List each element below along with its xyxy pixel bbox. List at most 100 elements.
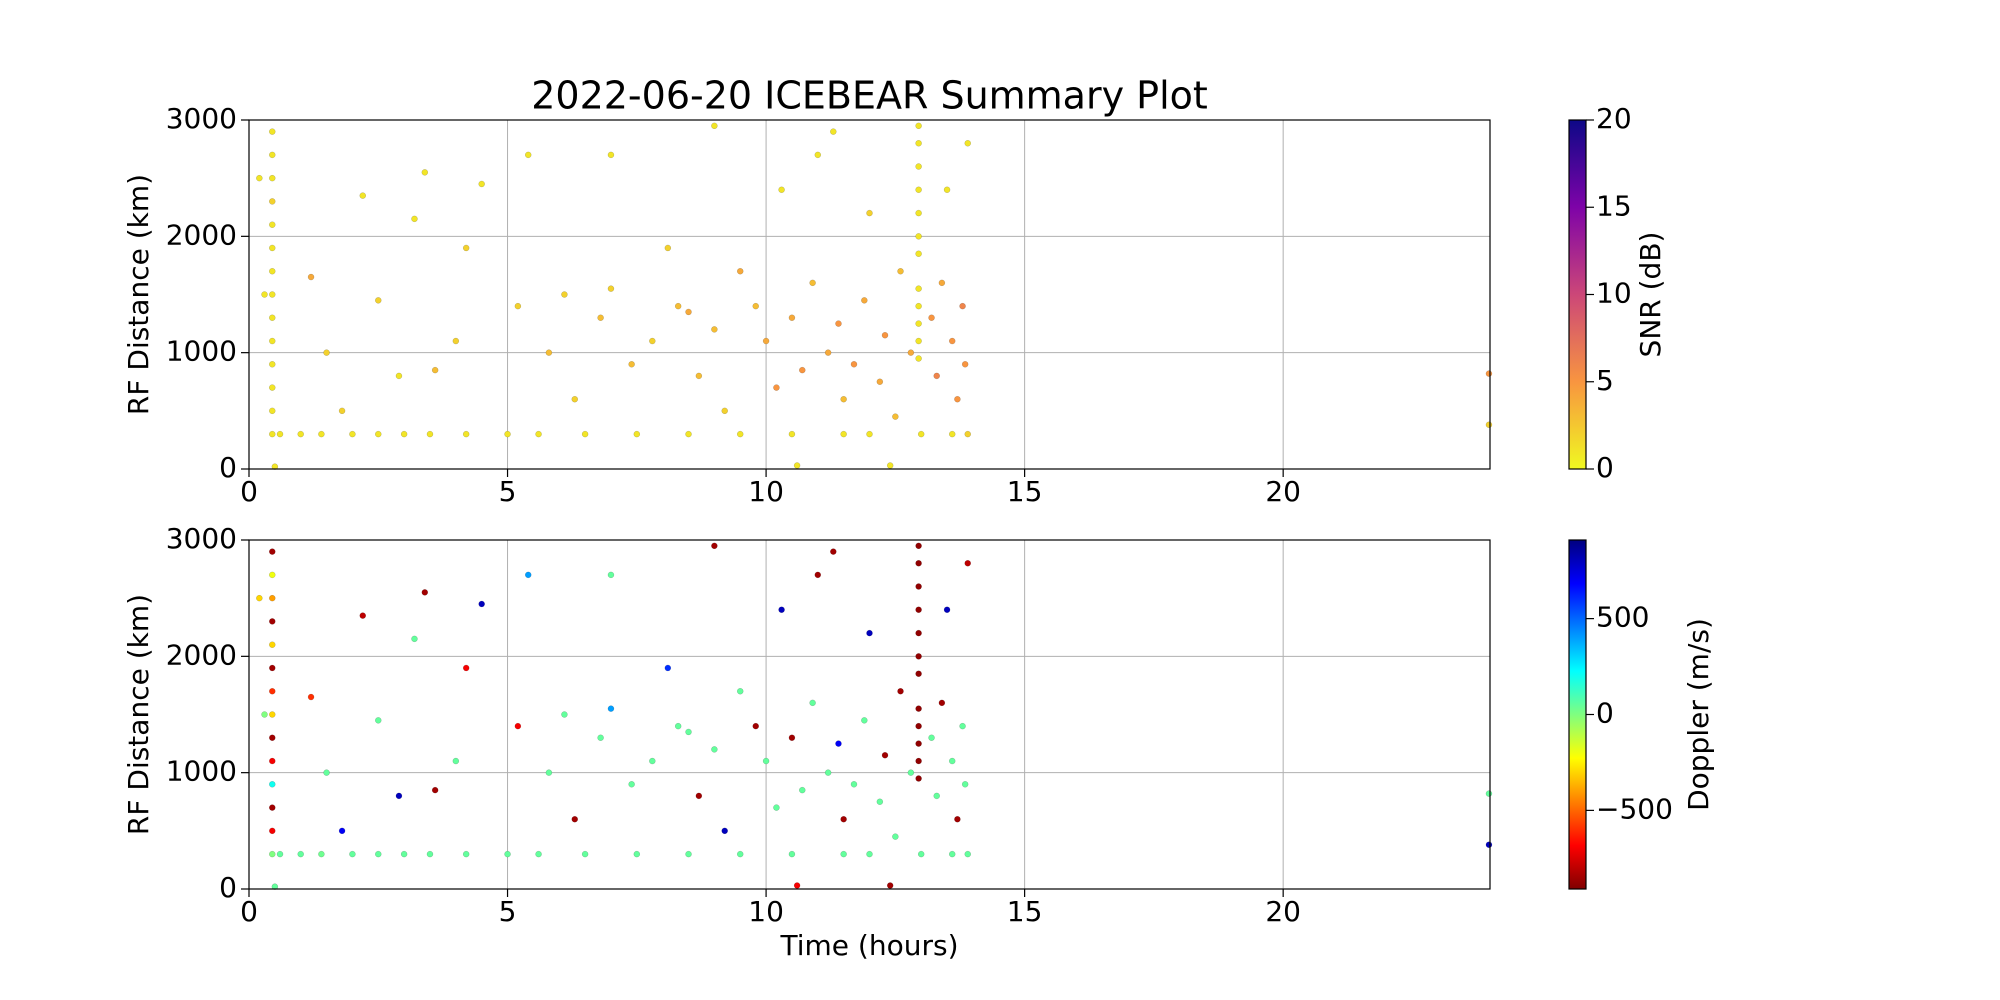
scatter-point bbox=[840, 395, 847, 403]
scatter-point bbox=[840, 430, 847, 438]
scatter-point bbox=[915, 209, 922, 217]
y-tick-label: 1000 bbox=[166, 335, 237, 368]
scatter-point bbox=[897, 687, 904, 695]
scatter-point bbox=[269, 571, 276, 579]
scatter-point bbox=[452, 757, 460, 765]
scatter-point bbox=[866, 209, 873, 217]
scatter-point bbox=[685, 430, 692, 438]
scatter-point bbox=[711, 326, 718, 333]
scatter-point bbox=[915, 705, 922, 712]
scatter-point bbox=[269, 430, 276, 438]
scatter-point bbox=[824, 769, 832, 776]
scatter-point bbox=[514, 722, 522, 730]
scatter-point bbox=[400, 430, 408, 438]
colorbar-tick-label: 5 bbox=[1596, 364, 1614, 397]
scatter-point bbox=[866, 850, 873, 858]
scatter-point bbox=[1485, 790, 1493, 797]
scatter-point bbox=[269, 221, 276, 228]
scatter-point bbox=[788, 850, 796, 858]
scatter-point bbox=[431, 786, 439, 794]
scatter-point bbox=[948, 430, 956, 438]
scatter-point bbox=[917, 850, 925, 858]
scatter-point bbox=[695, 792, 703, 800]
scatter-point bbox=[685, 850, 692, 858]
scatter-point bbox=[711, 542, 718, 550]
scatter-point bbox=[866, 629, 873, 637]
scatter-point bbox=[886, 462, 894, 469]
scatter-point bbox=[421, 589, 429, 596]
x-tick-label: 10 bbox=[748, 895, 784, 928]
scatter-point bbox=[773, 804, 780, 811]
scatter-point bbox=[597, 314, 604, 322]
scatter-point bbox=[561, 291, 568, 298]
plot-frame bbox=[248, 119, 1491, 470]
scatter-point bbox=[915, 560, 922, 567]
scatter-point bbox=[778, 186, 785, 194]
scatter-point bbox=[349, 430, 356, 438]
scatter-point bbox=[323, 769, 330, 776]
scatter-point bbox=[269, 384, 276, 391]
scatter-point bbox=[850, 781, 858, 788]
scatter-point bbox=[318, 430, 325, 438]
scatter-point bbox=[762, 337, 770, 345]
scatter-point bbox=[840, 815, 847, 823]
colorbar-label: SNR (dB) bbox=[1634, 232, 1667, 358]
scatter-point bbox=[964, 560, 971, 567]
scatter-point bbox=[633, 430, 641, 438]
scatter-point bbox=[685, 308, 692, 316]
scatter-point bbox=[915, 583, 922, 590]
scatter-point bbox=[788, 430, 796, 438]
scatter-point bbox=[752, 722, 759, 730]
scatter-point bbox=[535, 430, 542, 438]
colorbar-tick-label: −500 bbox=[1596, 792, 1673, 825]
scatter-point bbox=[809, 279, 816, 287]
scatter-point bbox=[721, 407, 728, 415]
scatter-point bbox=[915, 670, 922, 678]
scatter-point bbox=[861, 297, 868, 304]
scatter-point bbox=[933, 372, 940, 380]
y-tick-label: 3000 bbox=[166, 522, 237, 555]
scatter-point bbox=[915, 122, 922, 130]
scatter-point bbox=[462, 664, 470, 672]
scatter-point bbox=[814, 151, 822, 159]
scatter-point bbox=[269, 174, 276, 182]
scatter-point bbox=[892, 413, 899, 420]
scatter-point bbox=[452, 337, 460, 345]
scatter-point bbox=[261, 291, 268, 298]
scatter-point bbox=[881, 751, 889, 759]
scatter-point bbox=[338, 827, 346, 835]
scatter-point bbox=[1485, 841, 1493, 849]
scatter-point bbox=[633, 850, 641, 858]
scatter-point bbox=[269, 548, 276, 555]
scatter-point bbox=[269, 781, 276, 788]
scatter-point bbox=[628, 781, 635, 788]
scatter-point bbox=[269, 337, 276, 345]
scatter-point bbox=[269, 850, 276, 858]
scatter-point bbox=[915, 355, 922, 362]
scatter-point bbox=[338, 407, 346, 415]
x-tick-label: 15 bbox=[1007, 475, 1043, 508]
scatter-point bbox=[933, 792, 940, 800]
scatter-point bbox=[799, 786, 806, 794]
scatter-point bbox=[964, 140, 971, 147]
scatter-point bbox=[411, 215, 418, 223]
scatter-point bbox=[628, 361, 635, 368]
scatter-point bbox=[359, 612, 367, 619]
scatter-point bbox=[323, 349, 330, 356]
scatter-point bbox=[915, 302, 922, 310]
scatter-point bbox=[524, 151, 532, 159]
scatter-point bbox=[915, 233, 922, 240]
scatter-point bbox=[886, 882, 894, 889]
scatter-point bbox=[426, 430, 434, 438]
scatter-point bbox=[271, 463, 279, 470]
scatter-point bbox=[561, 711, 568, 718]
scatter-point bbox=[915, 542, 922, 550]
x-tick-label: 20 bbox=[1265, 895, 1301, 928]
scatter-point bbox=[959, 302, 966, 310]
scatter-point bbox=[269, 198, 276, 205]
scatter-point bbox=[915, 629, 922, 637]
y-tick-label: 2000 bbox=[166, 638, 237, 671]
scatter-point bbox=[881, 331, 889, 339]
scatter-point bbox=[514, 302, 522, 310]
